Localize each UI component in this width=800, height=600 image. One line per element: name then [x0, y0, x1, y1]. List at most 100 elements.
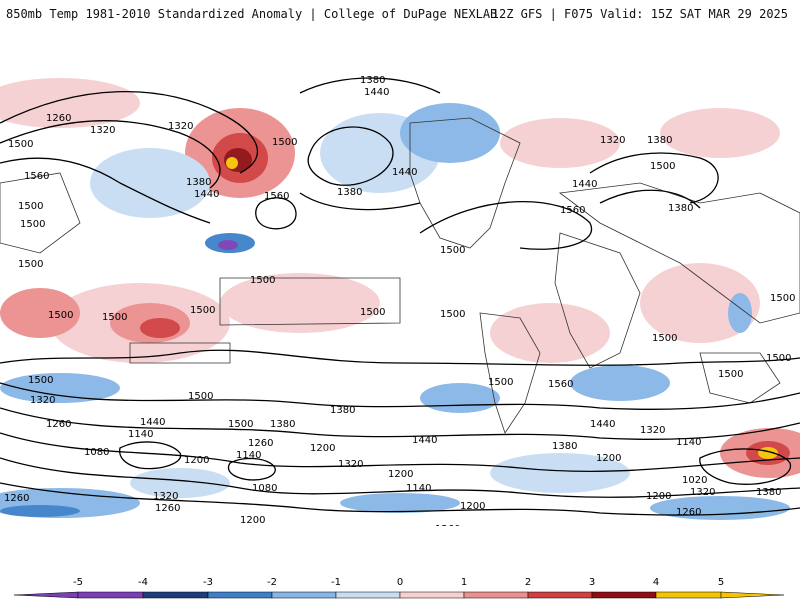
contour-label: 1500 [28, 375, 53, 386]
contour-label: 1440 [392, 167, 417, 178]
contour-label: 1500 [488, 377, 513, 388]
contour-label: 1260 [676, 507, 701, 518]
colorbar-band [13, 591, 79, 599]
contour-label: 1560 [548, 379, 573, 390]
contour-labels: 1380 1440 1260 1320 1320 1500 1560 1500 … [4, 75, 795, 526]
contour-label: 1320 [30, 395, 55, 406]
contour-label: 1500 [18, 201, 43, 212]
colorbar-tick-labels: -5 -4 -3 -2 -1 0 1 2 3 4 5 [73, 577, 724, 588]
contour-label: 1380 [756, 487, 781, 498]
contour-label: 1200 [240, 515, 265, 526]
contour-label: 1380 [337, 187, 362, 198]
contour-label: 1500 [652, 333, 677, 344]
contour-label: 1320 [600, 135, 625, 146]
colorbar-band [463, 591, 529, 599]
anomaly-map: 1380 1440 1260 1320 1320 1500 1560 1500 … [0, 63, 800, 526]
colorbar-band [77, 591, 144, 599]
colorbar-tick-label: -2 [267, 577, 277, 588]
contour-label: 1260 [46, 113, 71, 124]
contour-label: 1440 [412, 435, 437, 446]
contour-label: 1140 [236, 450, 261, 461]
contour-label: 1440 [194, 189, 219, 200]
contour-label: 1080 [252, 483, 277, 494]
continent-outlines [0, 117, 800, 434]
contour-label: 1320 [90, 125, 115, 136]
colorbar-bands [13, 591, 785, 599]
contour-label: 1560 [24, 171, 49, 182]
contour-label: 1020 [682, 475, 707, 486]
contour-label: 1500 [718, 369, 743, 380]
contour-label: 1500 [766, 353, 791, 364]
contour-label: 1500 [20, 219, 45, 230]
colorbar-band [720, 591, 785, 599]
colorbar-tick-label: 1 [461, 577, 467, 588]
contour-label: 1320 [690, 487, 715, 498]
header: 850mb Temp 1981-2010 Standardized Anomal… [0, 0, 800, 30]
contour-label: 1440 [140, 417, 165, 428]
colorbar-band [335, 591, 401, 599]
contour-label: 1260 [46, 419, 71, 430]
height-contours [0, 77, 800, 516]
contour-label: 1560 [560, 205, 585, 216]
colorbar: -5 -4 -3 -2 -1 0 1 2 3 4 5 [0, 566, 800, 600]
colorbar-tick-label: 5 [718, 577, 724, 588]
contour-label: 1380 [186, 177, 211, 188]
contour-label: 1140 [406, 483, 431, 494]
colorbar-band [271, 591, 337, 599]
contour-label: 1500 [440, 309, 465, 320]
contour-label: 1380 [360, 75, 385, 86]
contour-label: 1140 [128, 429, 153, 440]
colorbar-tick-label: -5 [73, 577, 83, 588]
contour-label: 1500 [440, 245, 465, 256]
colorbar-tick-label: 4 [653, 577, 659, 588]
contour-label: 1200 [646, 491, 671, 502]
contour-label: 1500 [250, 275, 275, 286]
contour-label: 1500 [360, 307, 385, 318]
contour-label: 1500 [18, 259, 43, 270]
contour-label: 1260 [4, 493, 29, 504]
colorbar-band [142, 591, 209, 599]
colorbar-band [655, 591, 722, 599]
model-valid-time: 12Z GFS | F075 Valid: 15Z SAT MAR 29 202… [491, 7, 788, 21]
contour-label: 1500 [48, 310, 73, 321]
colorbar-tick-label: -1 [331, 577, 341, 588]
contour-label: 1380 [330, 405, 355, 416]
contour-label: 1260 [248, 438, 273, 449]
map-panel: 1380 1440 1260 1320 1320 1500 1560 1500 … [0, 63, 800, 526]
colorbar-tick-label: 0 [397, 577, 403, 588]
contour-label: 1200 [596, 453, 621, 464]
contour-label: 1440 [364, 87, 389, 98]
colorbar-band [527, 591, 593, 599]
contour-label: 1380 [552, 441, 577, 452]
colorbar-band [399, 591, 465, 599]
contour-label: 1500 [272, 137, 297, 148]
contour-label: 1500 [8, 139, 33, 150]
contour-label: 1200 [310, 443, 335, 454]
colorbar-svg: -5 -4 -3 -2 -1 0 1 2 3 4 5 [13, 577, 785, 599]
contour-label: 1320 [338, 459, 363, 470]
colorbar-band [591, 591, 657, 599]
contour-label: 1380 [668, 203, 693, 214]
contour-label: 1200 [184, 455, 209, 466]
contour-label: 1320 [168, 121, 193, 132]
contour-label: 1260 [155, 503, 180, 514]
contour-label: 1440 [572, 179, 597, 190]
contour-label: 1200 [388, 469, 413, 480]
colorbar-band [207, 591, 273, 599]
contour-label: 1560 [264, 191, 289, 202]
colorbar-tick-label: 3 [589, 577, 595, 588]
colorbar-tick-label: 2 [525, 577, 531, 588]
contour-label: 1440 [590, 419, 615, 430]
contour-label: 1500 [650, 161, 675, 172]
contour-label: 1140 [676, 437, 701, 448]
map-title: 850mb Temp 1981-2010 Standardized Anomal… [6, 7, 498, 21]
colorbar-tick-label: -4 [138, 577, 148, 588]
contour-label: 1320 [640, 425, 665, 436]
contour-label: 1500 [770, 293, 795, 304]
contour-label: 1380 [270, 419, 295, 430]
contour-label: 1080 [84, 447, 109, 458]
contour-label: 1500 [228, 419, 253, 430]
contour-label: 1380 [647, 135, 672, 146]
contour-label: 1200 [460, 501, 485, 512]
contour-label: 1500 [102, 312, 127, 323]
